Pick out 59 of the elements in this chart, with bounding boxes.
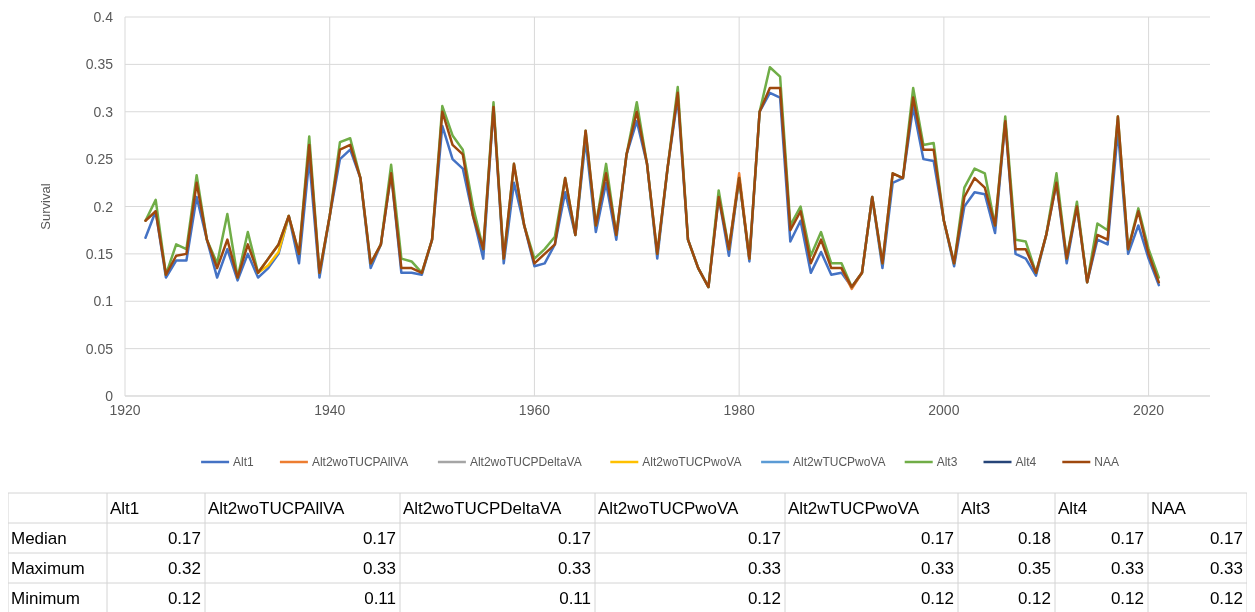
category-label: Alt4 bbox=[1058, 499, 1088, 518]
text: 0.33 bbox=[557, 559, 591, 578]
text: 0.11 bbox=[364, 589, 396, 608]
text: 0.35 bbox=[1017, 559, 1051, 578]
text: 0.11 bbox=[559, 589, 591, 608]
legend-label: Alt2woTUCPDeltaVA bbox=[469, 455, 582, 469]
x-tick-label: 1960 bbox=[518, 402, 551, 418]
text: 0.32 bbox=[167, 559, 201, 578]
category-label: NAA bbox=[1151, 499, 1187, 518]
category-label: Minimum bbox=[11, 589, 80, 608]
text: 0.33 bbox=[1110, 559, 1144, 578]
text: 0.17 bbox=[557, 529, 591, 548]
y-tick-label: 0 bbox=[105, 388, 114, 404]
y-tick-label: 0.05 bbox=[85, 340, 114, 357]
x-tick-label: 1920 bbox=[109, 402, 141, 418]
y-tick-label: 0.25 bbox=[85, 151, 114, 168]
legend-label: Alt2woTUCPAllVA bbox=[311, 455, 409, 469]
y-axis-title: Survival bbox=[38, 183, 53, 230]
text: 0.12 bbox=[167, 589, 201, 608]
legend-label: Alt3 bbox=[936, 455, 958, 469]
y-tick-label: 0.2 bbox=[93, 198, 114, 215]
y-tick-label: 0.4 bbox=[93, 9, 114, 25]
category-label: Alt2woTUCPwoVA bbox=[598, 499, 740, 518]
text: 0.17 bbox=[362, 529, 396, 548]
legend-label: NAA bbox=[1094, 455, 1119, 469]
category-label: Alt2woTUCPDeltaVA bbox=[403, 499, 563, 518]
text: 0.18 bbox=[1017, 529, 1051, 548]
y-tick-label: 0.1 bbox=[93, 293, 114, 310]
x-tick-label: 2020 bbox=[1133, 402, 1165, 418]
x-tick-label: 2000 bbox=[928, 402, 960, 418]
y-tick-label: 0.15 bbox=[85, 245, 114, 262]
text: 0.33 bbox=[747, 559, 781, 578]
text: 0.12 bbox=[1209, 589, 1243, 608]
x-tick-label: 1980 bbox=[723, 402, 755, 418]
text: 0.17 bbox=[920, 529, 954, 548]
text: 0.33 bbox=[1209, 559, 1243, 578]
y-tick-label: 0.3 bbox=[93, 103, 114, 120]
category-label: Median bbox=[11, 529, 67, 548]
text: 0.12 bbox=[1110, 589, 1144, 608]
text: 0.33 bbox=[920, 559, 954, 578]
category-label: Maximum bbox=[11, 559, 85, 578]
legend-label: Alt1 bbox=[233, 455, 255, 469]
text: 0.17 bbox=[1110, 529, 1144, 548]
category-label: Alt1 bbox=[110, 499, 140, 518]
text: 0.33 bbox=[362, 559, 396, 578]
legend-label: Alt4 bbox=[1015, 455, 1037, 469]
text: 0.17 bbox=[747, 529, 781, 548]
legend-label: Alt2wTUCPwoVA bbox=[793, 455, 886, 469]
text: 0.17 bbox=[1209, 529, 1243, 548]
category-label: Alt2wTUCPwoVA bbox=[788, 499, 920, 518]
x-tick-label: 1940 bbox=[314, 402, 346, 418]
text: 0.12 bbox=[920, 589, 954, 608]
category-label: Alt2woTUCPAllVA bbox=[208, 499, 346, 518]
y-tick-label: 0.35 bbox=[85, 56, 114, 73]
text: 0.12 bbox=[747, 589, 781, 608]
text: 0.17 bbox=[167, 529, 201, 548]
text: 0.12 bbox=[1017, 589, 1051, 608]
category-label: Alt3 bbox=[961, 499, 991, 518]
legend-label: Alt2woTUCPwoVA bbox=[642, 455, 742, 469]
